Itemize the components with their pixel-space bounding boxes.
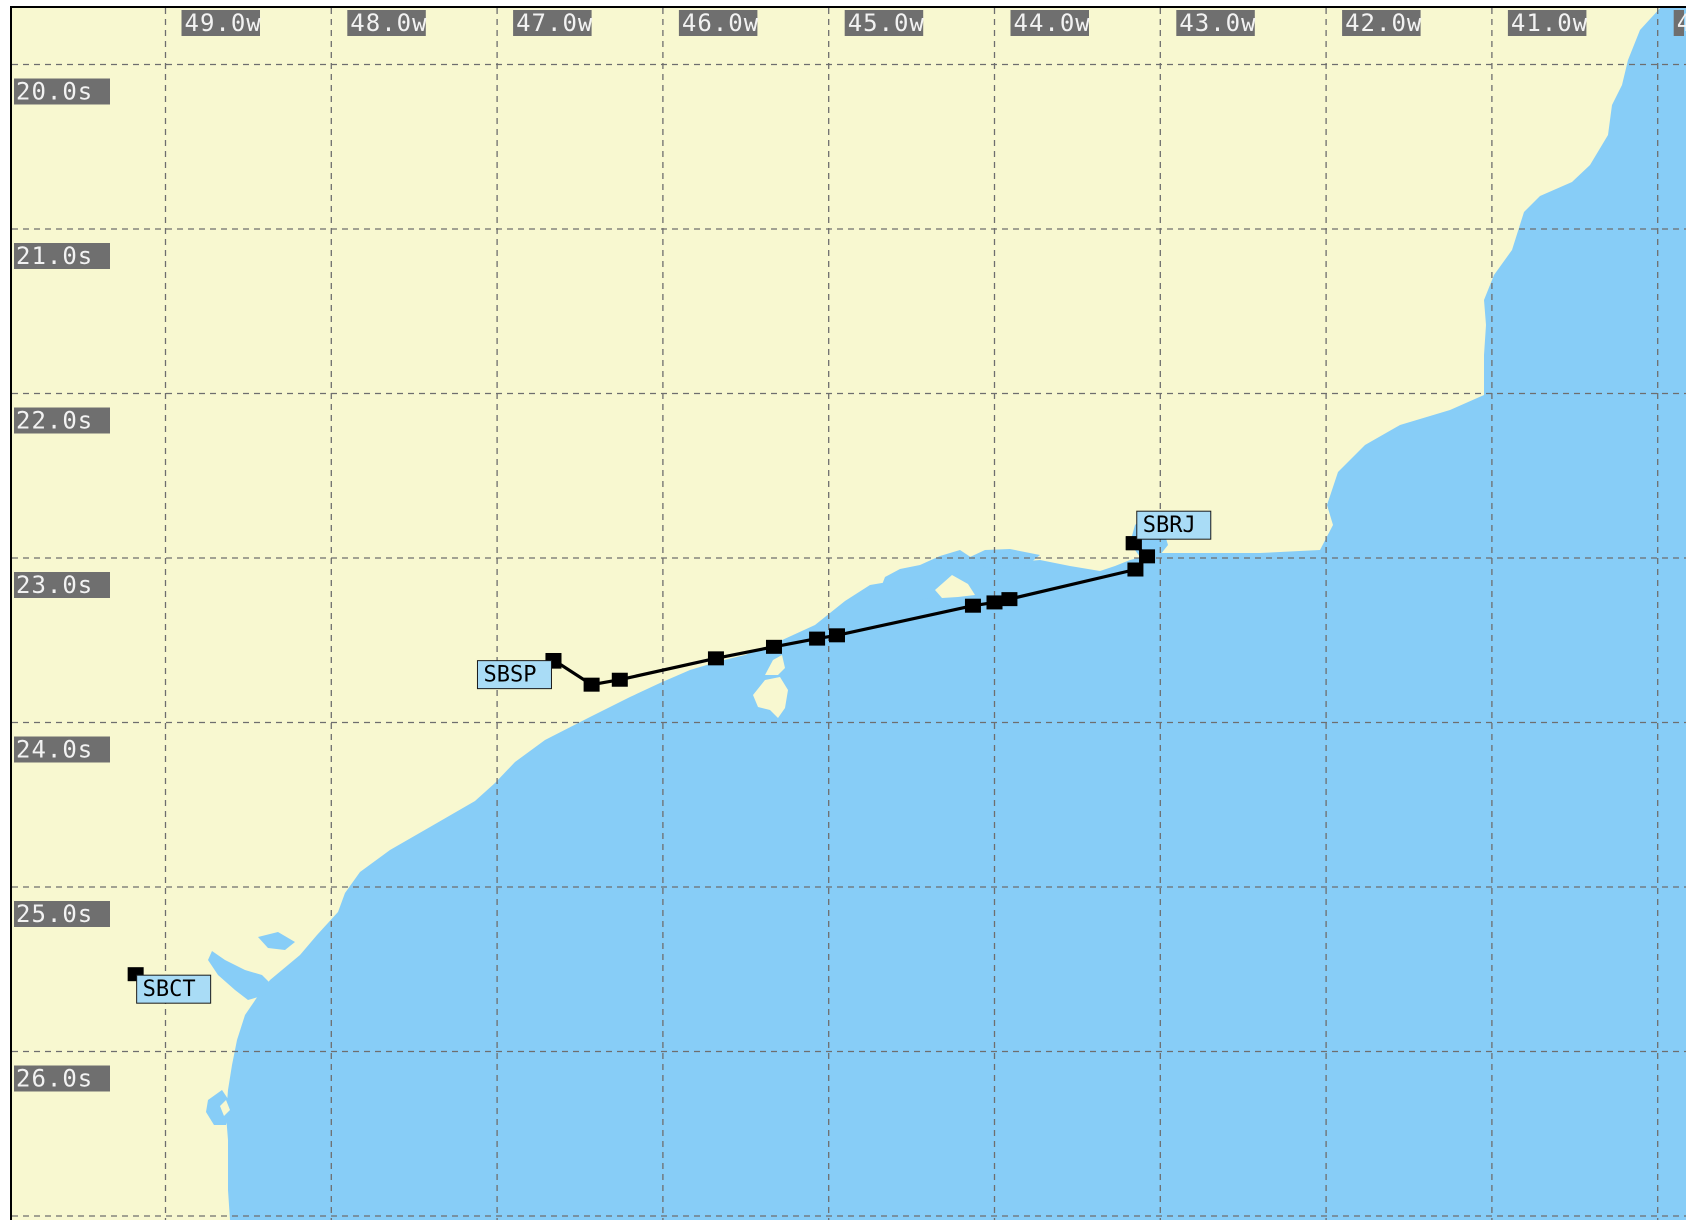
ilha-grande-bay <box>880 550 1010 611</box>
lat-label-bg <box>14 572 110 598</box>
axis-labels: 49.0w 48.0w 47.0w 46.0w 45.0w 44.0w 43.0w 42.0w… <box>14 9 1686 1093</box>
route-waypoint[interactable] <box>809 631 826 646</box>
lat-label: 20.0s <box>16 78 93 106</box>
lon-label-bg <box>347 10 426 36</box>
lon-label-bg <box>1010 10 1089 36</box>
south-inlet <box>206 1090 232 1125</box>
lon-label: 44.0w <box>1014 9 1091 37</box>
lat-label-bg <box>14 736 110 763</box>
lon-label-bg <box>1176 10 1255 36</box>
lat-label: 26.0s <box>16 1065 93 1093</box>
lon-label-bg <box>1507 10 1587 36</box>
lat-label: 21.0s <box>16 242 93 270</box>
airport-label: SBSP <box>483 663 536 688</box>
sao-sebastiao-peninsula <box>765 655 785 675</box>
airport-label: SBCT <box>143 977 196 1002</box>
lon-label: 49.0w <box>185 9 262 37</box>
lon-label: 43.0w <box>1179 9 1256 37</box>
route-waypoint[interactable] <box>828 628 845 643</box>
lon-label-bg <box>844 10 924 36</box>
ilha-grande-island <box>935 575 975 598</box>
airport-markers[interactable]: SBSP SBRJ SBCT <box>127 510 1212 1004</box>
lat-label: 24.0s <box>16 736 93 764</box>
lat-label: 22.0s <box>16 407 93 435</box>
lat-label-bg <box>14 901 110 927</box>
lon-label: 48.0w <box>350 9 427 37</box>
lat-label-bg <box>14 243 110 269</box>
airport-sbrj[interactable]: SBRJ <box>1125 510 1212 551</box>
ocean-area <box>226 6 1686 1220</box>
lon-label-bg <box>1342 10 1421 36</box>
lon-label: 46.0w <box>682 9 759 37</box>
airport-sbsp[interactable]: SBSP <box>476 654 562 690</box>
lat-label-bg <box>14 407 110 434</box>
route-waypoint[interactable] <box>1001 592 1018 607</box>
route-waypoint[interactable] <box>765 639 782 654</box>
lon-label-bg <box>513 10 592 36</box>
paranagua-bay <box>208 951 272 1000</box>
lat-lon-grid <box>12 8 1686 1220</box>
airport-label-bg <box>1136 510 1212 540</box>
guaratuba-bay <box>258 932 295 950</box>
lon-label-bg <box>678 10 758 36</box>
route-waypoint[interactable] <box>583 677 600 692</box>
route-waypoint[interactable] <box>1139 549 1156 564</box>
south-bay-island <box>220 1100 230 1116</box>
lon-label: 4 <box>1677 9 1686 37</box>
lon-label: 45.0w <box>848 9 925 37</box>
route-waypoint[interactable] <box>964 598 981 613</box>
route-waypoint[interactable] <box>1127 562 1144 577</box>
ilhabela-island <box>753 677 788 718</box>
route-waypoint[interactable] <box>986 595 1003 610</box>
lat-label-bg <box>14 78 110 105</box>
lat-label: 23.0s <box>16 571 93 599</box>
lat-label: 25.0s <box>16 900 93 928</box>
lon-label: 41.0w <box>1511 9 1588 37</box>
lon-label-bg <box>1673 10 1684 36</box>
lon-label: 47.0w <box>516 9 593 37</box>
airport-label-bg <box>136 974 212 1004</box>
lat-label-bg <box>14 1065 110 1092</box>
route-waypoint[interactable] <box>707 651 724 666</box>
airport-label-bg <box>476 660 552 690</box>
route-waypoint[interactable] <box>611 672 628 687</box>
airport-label: SBRJ <box>1143 513 1196 538</box>
airport-sbct[interactable]: SBCT <box>127 967 212 1004</box>
lon-label-bg <box>181 10 260 36</box>
lon-label: 42.0w <box>1345 9 1422 37</box>
